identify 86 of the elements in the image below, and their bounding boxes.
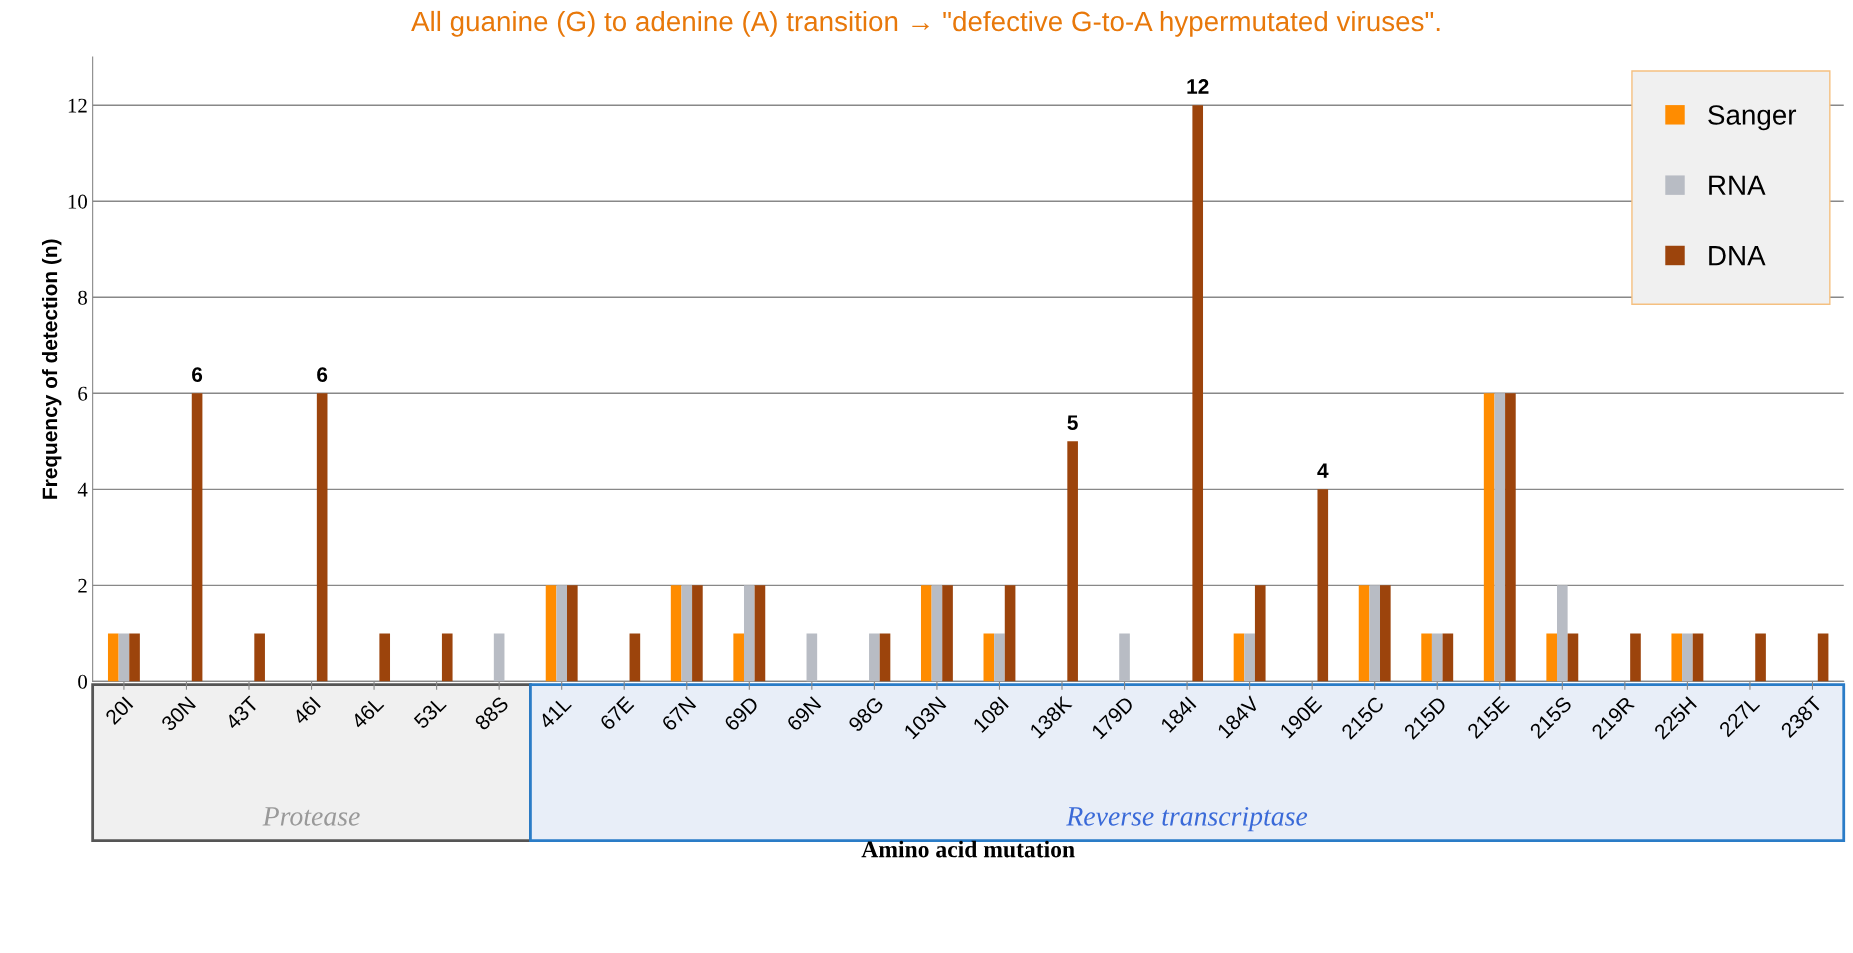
bar xyxy=(1119,633,1130,682)
bar xyxy=(1682,633,1693,682)
bar xyxy=(681,585,693,682)
bar xyxy=(920,585,932,682)
bar xyxy=(1067,441,1078,682)
bar xyxy=(1505,393,1516,682)
x-tick-label: 98G xyxy=(847,696,885,733)
bar xyxy=(254,633,265,682)
bar xyxy=(1483,393,1495,682)
text: Protease xyxy=(262,807,360,826)
y-tick-label: 10 xyxy=(68,194,87,209)
x-axis-title: Amino acid mutation xyxy=(861,840,1075,858)
legend-label: DNA xyxy=(1709,246,1766,266)
bar xyxy=(692,585,703,682)
bar xyxy=(869,633,880,682)
bar xyxy=(931,585,943,682)
x-tick-label: 43T xyxy=(224,695,260,731)
bar xyxy=(1556,585,1568,682)
x-tick-label: 41L xyxy=(537,695,572,730)
y-tick-label: 4 xyxy=(77,482,88,497)
bar xyxy=(983,633,995,682)
x-tick-label: 67N xyxy=(660,696,697,732)
bar xyxy=(1421,633,1432,682)
bar xyxy=(567,585,578,682)
data-label: 4 xyxy=(1317,463,1329,478)
bar xyxy=(754,585,766,682)
bar xyxy=(806,633,818,682)
bar xyxy=(942,585,953,682)
y-tick-label: 8 xyxy=(78,290,87,305)
bar xyxy=(545,585,557,682)
bar xyxy=(1233,633,1245,682)
bar xyxy=(1254,585,1266,682)
bar xyxy=(1567,633,1579,682)
x-tick-label: 88S xyxy=(473,695,510,731)
bar xyxy=(1380,585,1391,682)
data-label: 6 xyxy=(317,367,328,382)
y-tick-label: 2 xyxy=(78,578,87,593)
x-tick-label: 30N xyxy=(160,696,197,732)
bar xyxy=(1817,633,1829,682)
bar xyxy=(733,633,744,682)
y-tick-label: 0 xyxy=(78,674,87,689)
y-tick-label: 12 xyxy=(68,98,87,113)
bar xyxy=(994,633,1005,682)
bar xyxy=(1442,633,1454,682)
bar xyxy=(493,633,505,682)
bar xyxy=(1546,633,1557,682)
x-tick-label: 46I xyxy=(291,696,321,726)
bar xyxy=(1692,633,1704,682)
text: Reverse transcriptase xyxy=(1066,807,1308,832)
bar xyxy=(1431,633,1443,682)
x-tick-label: 46L xyxy=(350,695,385,730)
bar xyxy=(1671,633,1683,682)
bar xyxy=(118,633,130,682)
data-label: 5 xyxy=(1067,415,1078,430)
legend-label: Sanger xyxy=(1708,105,1797,131)
bar xyxy=(107,633,119,682)
bar xyxy=(1004,585,1016,682)
bar xyxy=(129,633,140,682)
data-label: 12 xyxy=(1187,79,1209,94)
bar xyxy=(1630,633,1641,682)
bar xyxy=(1192,105,1204,682)
bar xyxy=(629,633,641,682)
bar xyxy=(1244,633,1255,682)
bar xyxy=(1755,633,1766,682)
bar xyxy=(316,393,328,682)
bar xyxy=(743,585,755,682)
x-tick-label: 20I xyxy=(104,696,134,726)
bar xyxy=(670,585,682,682)
x-tick-label: 69D xyxy=(723,695,760,732)
bar xyxy=(379,633,391,682)
x-tick-label: 67E xyxy=(599,695,635,731)
data-label: 6 xyxy=(192,367,203,382)
y-tick-label: 6 xyxy=(78,386,88,401)
bar xyxy=(1494,393,1506,682)
y-axis-title: Frequency of detection (n) xyxy=(41,239,62,499)
chart-title: All guanine (G) to adenine (A) transition → "defective G-to-A hypermutated viruses". xyxy=(411,10,1440,37)
bar xyxy=(1358,585,1370,682)
bar xyxy=(556,585,568,682)
bar xyxy=(1317,489,1329,682)
bar xyxy=(441,633,453,682)
bar xyxy=(1369,585,1381,682)
x-tick-label: 53L xyxy=(413,695,447,730)
legend-label: RNA xyxy=(1709,175,1766,195)
bar xyxy=(879,633,891,682)
bar xyxy=(191,393,203,682)
x-tick-label: 69N xyxy=(785,696,822,732)
